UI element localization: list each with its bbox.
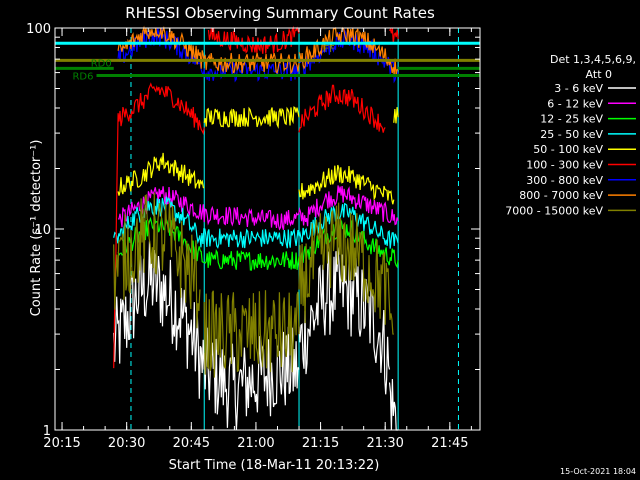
legend-header-line-1: Det 1,3,4,5,6,9,: [550, 53, 636, 66]
legend-label-3-6-kev: 3 - 6 keV: [554, 82, 603, 95]
annotation-ff: FF: [323, 44, 335, 55]
series-line-100-300-kev-1: [207, 25, 300, 54]
legend-label-100-300-kev: 100 - 300 keV: [526, 159, 603, 172]
series-line-7000-15000-kev-2: [298, 202, 394, 335]
series-line-50-100-kev-1: [203, 106, 300, 129]
series-line-3-6-kev-0: [113, 241, 205, 399]
series-line-3-6-kev-2: [298, 247, 391, 395]
series-line-100-300-kev-3: [388, 27, 399, 44]
marker-label-rd6: RD6: [72, 72, 93, 83]
legend-header-line-2: Att 0: [586, 68, 612, 81]
x-tick-label: 20:45: [173, 436, 210, 451]
x-tick-label: 21:00: [237, 436, 274, 451]
series-line-800-7000-kev-2: [298, 26, 399, 76]
footer-timestamp: 15-Oct-2021 18:04: [560, 467, 636, 476]
y-axis-label: Count Rate (s⁻¹ detector⁻¹): [29, 140, 44, 317]
series-line-50-100-kev-2: [298, 164, 395, 205]
axes: [54, 27, 481, 431]
tick-labels: 20:15 20:30 20:45 21:00 21:15 21:30 21:45 1 10 10…: [26, 22, 468, 451]
legend-label-7000-15000-kev: 7000 - 15000 keV: [505, 204, 603, 217]
marker-label-rd0: RD0: [91, 58, 112, 69]
legend-label-12-25-kev: 12 - 25 keV: [540, 113, 603, 126]
series-line-7000-15000-kev-1: [203, 290, 300, 378]
series-line-3-6-kev-1: [203, 326, 300, 431]
x-tick-label: 21:30: [366, 436, 403, 451]
x-tick-label: 21:15: [302, 436, 339, 451]
series-line-6-12-kev-0: [118, 185, 399, 231]
series-line-100-300-kev-2: [298, 84, 386, 133]
series-line-50-100-kev-3: [393, 107, 399, 124]
legend-label-800-7000-kev: 800 - 7000 keV: [519, 189, 603, 202]
legend-label-6-12-kev: 6 - 12 keV: [547, 97, 603, 110]
y-tick-label: 10: [34, 223, 51, 238]
x-tick-label: 21:45: [431, 436, 468, 451]
legend-label-25-50-kev: 25 - 50 keV: [540, 128, 603, 141]
x-axis-label: Start Time (18-Mar-11 20:13:22): [169, 458, 380, 473]
y-tick-label: 1: [43, 424, 51, 439]
horizontal-marker-lines: RD0 RD6 FF: [55, 41, 480, 83]
x-tick-label: 20:30: [108, 436, 145, 451]
legend-label-300-800-kev: 300 - 800 keV: [526, 174, 603, 187]
series-line-50-100-kev-0: [117, 152, 205, 196]
legend-label-50-100-kev: 50 - 100 keV: [533, 143, 603, 156]
chart-title: RHESSI Observing Summary Count Rates: [125, 4, 435, 22]
series-line-7000-15000-kev-0: [113, 192, 201, 329]
series-line-100-300-kev-0: [113, 82, 205, 369]
legend: 3 - 6 keV 6 - 12 keV 12 - 25 keV 25 - 50 ke…: [505, 82, 636, 217]
y-tick-label: 100: [26, 22, 51, 37]
x-tick-label: 20:15: [43, 436, 80, 451]
